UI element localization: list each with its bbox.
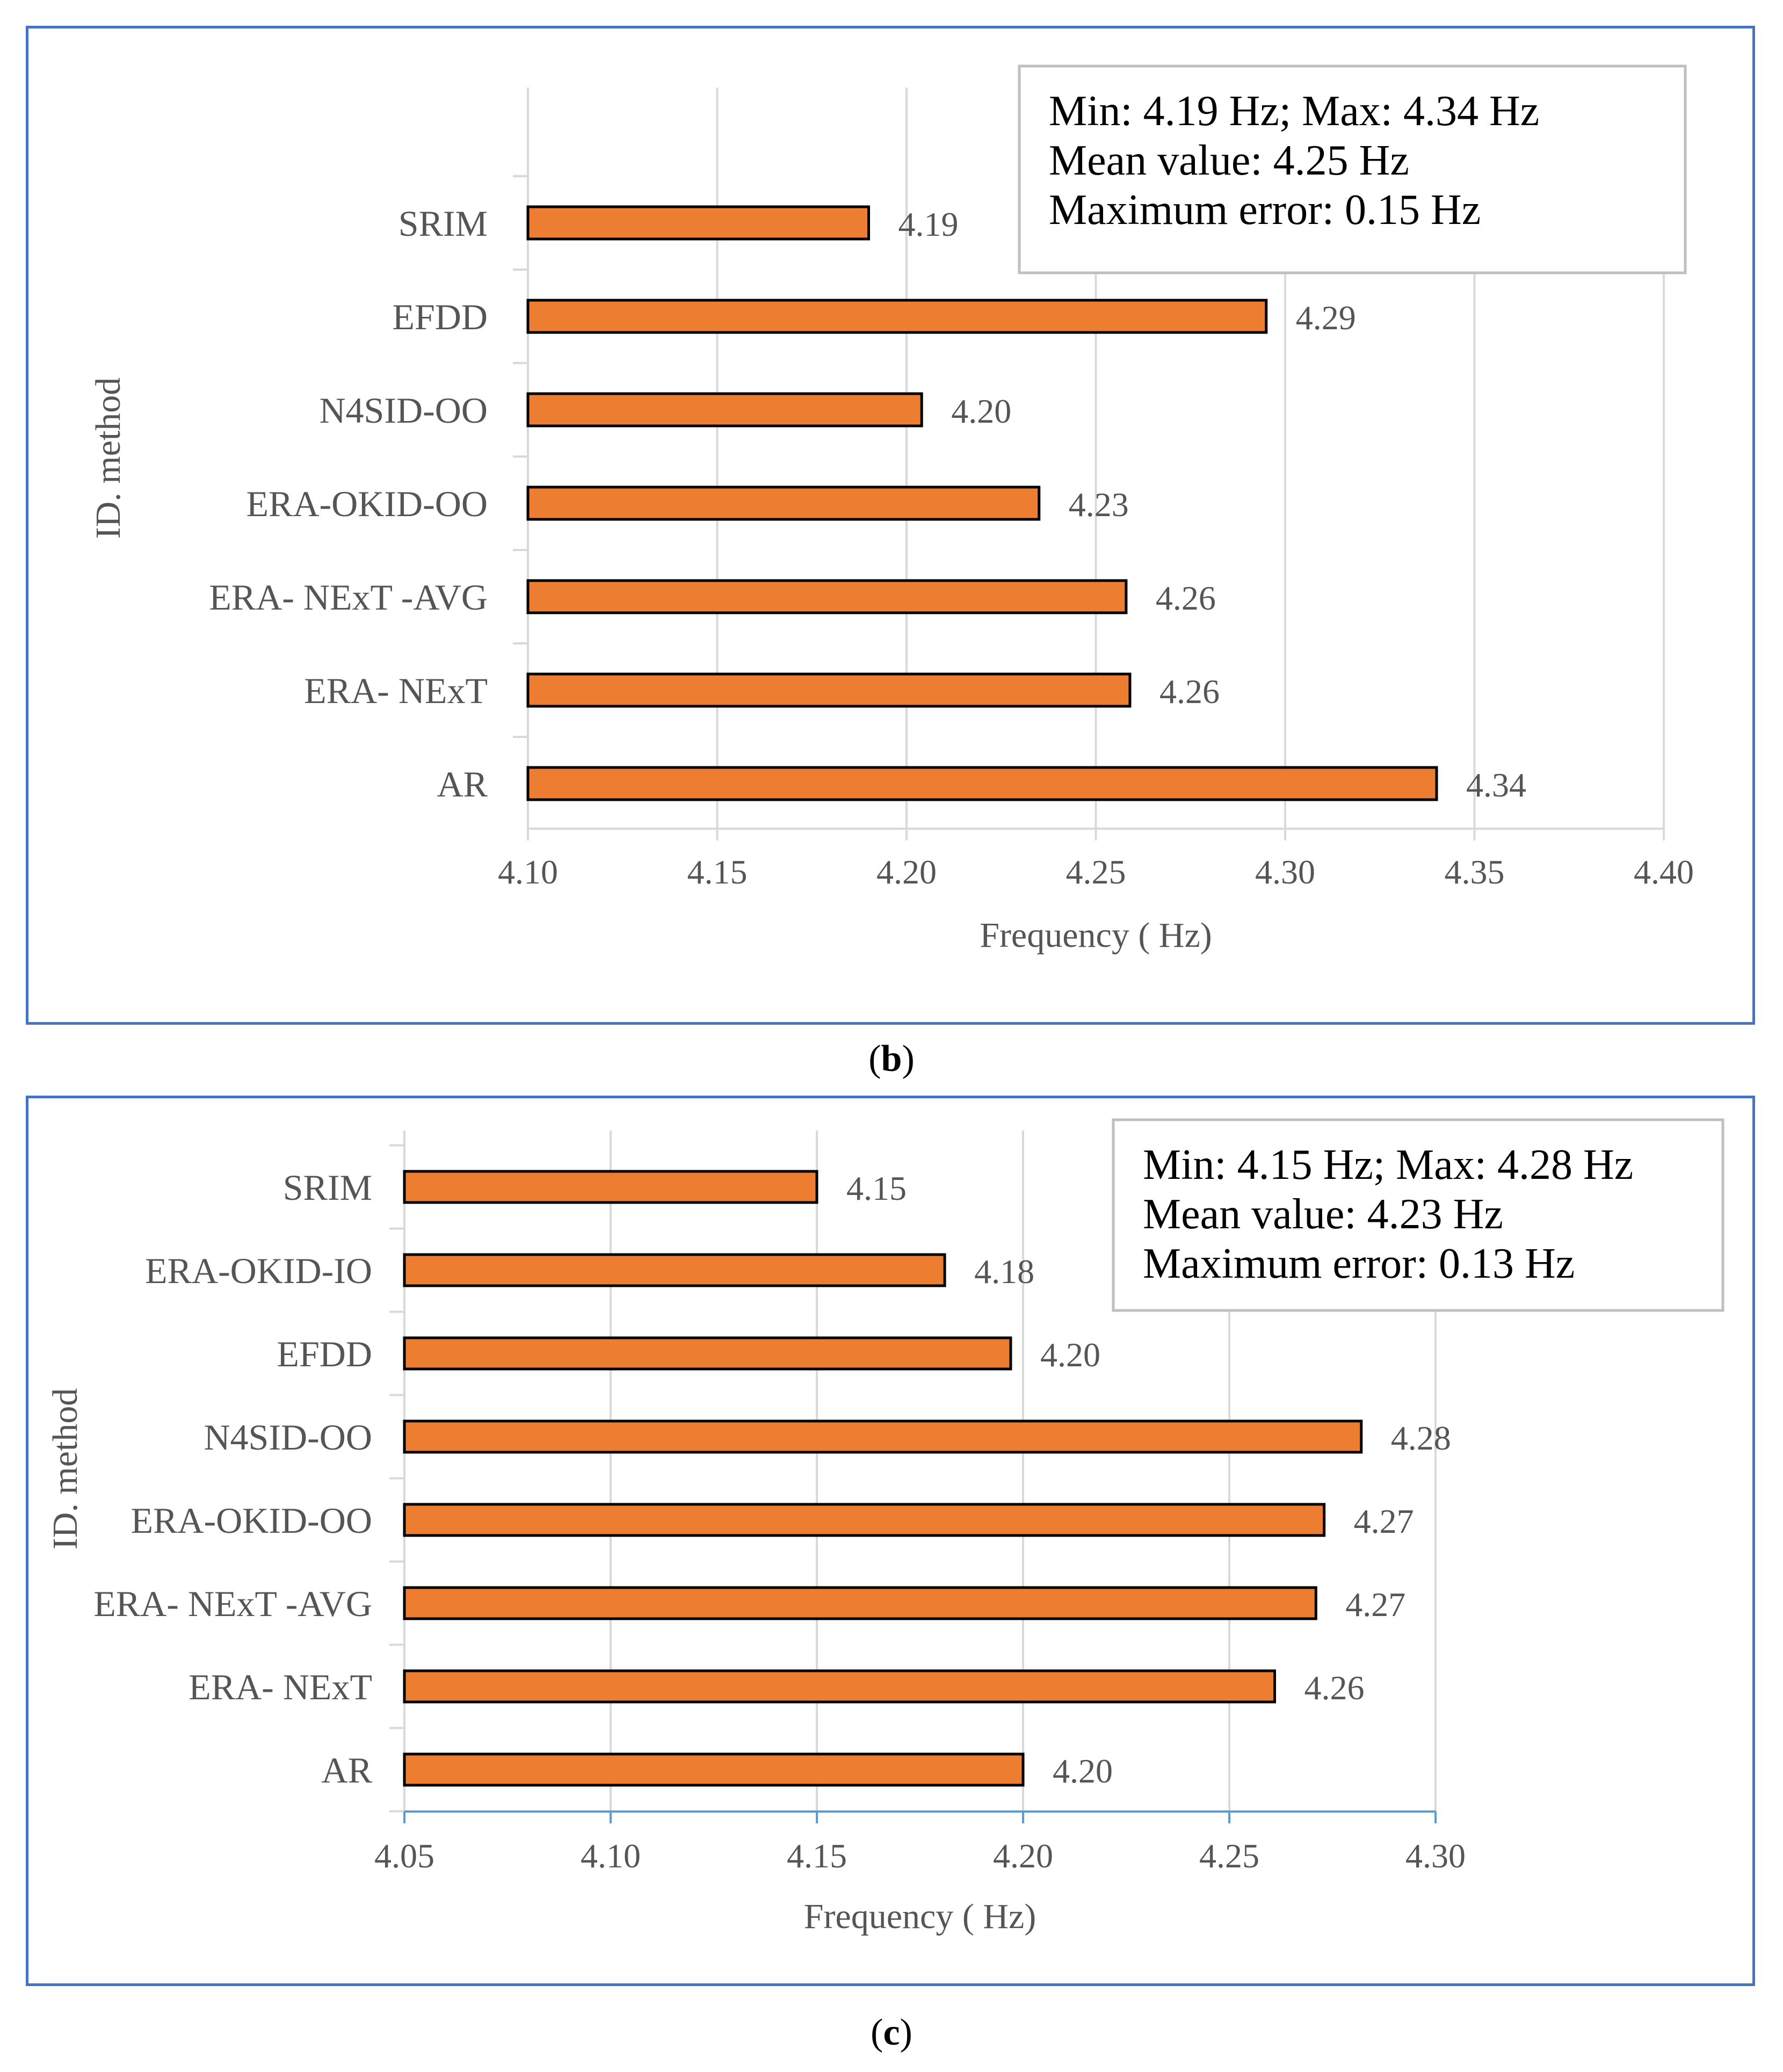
y-axis-title-b: ID. method xyxy=(89,378,128,539)
caption-c-letter: c xyxy=(883,2012,900,2053)
x-tick-label-b: 4.35 xyxy=(1445,853,1505,891)
bar-b xyxy=(526,486,1041,521)
category-label-c: SRIM xyxy=(283,1167,372,1208)
category-label-b: SRIM xyxy=(398,203,488,244)
value-label-c: 4.28 xyxy=(1391,1419,1451,1457)
x-tick-label-c: 4.25 xyxy=(1199,1837,1259,1875)
value-label-c: 4.20 xyxy=(1040,1336,1100,1374)
x-tick-label-b: 4.25 xyxy=(1066,853,1126,891)
bar-b xyxy=(526,579,1128,614)
value-label-c: 4.27 xyxy=(1345,1585,1405,1624)
info-box-line-c: Min: 4.15 Hz; Max: 4.28 Hz xyxy=(1143,1141,1633,1189)
bar-c xyxy=(403,1419,1363,1454)
x-tick-label-c: 4.20 xyxy=(993,1837,1053,1875)
value-label-b: 4.26 xyxy=(1159,672,1220,711)
value-label-b: 4.19 xyxy=(898,205,959,243)
caption-c: (c) xyxy=(871,2012,912,2053)
x-tick-label-b: 4.10 xyxy=(498,853,558,891)
value-label-c: 4.27 xyxy=(1354,1502,1414,1540)
category-label-c: EFDD xyxy=(277,1334,372,1374)
category-label-b: ERA- NExT xyxy=(304,670,488,711)
value-label-b: 4.26 xyxy=(1156,579,1216,617)
bar-c xyxy=(403,1669,1276,1704)
y-axis-title-c: ID. method xyxy=(46,1388,85,1550)
info-box-c xyxy=(1112,1118,1724,1312)
value-label-b: 4.34 xyxy=(1466,766,1526,804)
x-tick-label-c: 4.10 xyxy=(581,1837,641,1875)
x-tick-label-c: 4.05 xyxy=(374,1837,434,1875)
bar-c xyxy=(403,1752,1025,1787)
bar-b xyxy=(526,205,870,241)
value-label-b: 4.20 xyxy=(951,392,1011,430)
info-box-line-b: Maximum error: 0.15 Hz xyxy=(1049,186,1481,234)
value-label-c: 4.26 xyxy=(1304,1669,1364,1707)
category-label-c: ERA- NExT xyxy=(189,1667,372,1707)
category-label-b: ERA- NExT -AVG xyxy=(209,577,488,618)
x-axis-title-c: Frequency ( Hz) xyxy=(804,1897,1036,1936)
chart-b: 4.10 4.15 4.20 4.25 4.30 4.35 4.40 SRIM 4.19 EFDD… xyxy=(89,64,1694,955)
value-label-b: 4.29 xyxy=(1296,299,1356,337)
info-box-line-b: Min: 4.19 Hz; Max: 4.34 Hz xyxy=(1049,88,1539,135)
bar-b xyxy=(526,672,1132,708)
bar-c xyxy=(403,1253,946,1287)
x-tick-label-c: 4.30 xyxy=(1405,1837,1466,1875)
info-box-line-b: Mean value: 4.25 Hz xyxy=(1049,137,1409,184)
bar-c xyxy=(403,1503,1326,1537)
x-tick-label-b: 4.20 xyxy=(876,853,937,891)
bar-c xyxy=(403,1336,1012,1371)
category-label-b: AR xyxy=(437,764,488,805)
info-box-line-c: Maximum error: 0.13 Hz xyxy=(1143,1240,1575,1287)
bar-c xyxy=(403,1170,818,1204)
category-label-c: N4SID-OO xyxy=(204,1417,372,1458)
value-label-c: 4.20 xyxy=(1053,1752,1113,1790)
value-label-c: 4.18 xyxy=(974,1252,1034,1291)
value-label-b: 4.23 xyxy=(1069,486,1129,524)
x-tick-label-b: 4.15 xyxy=(687,853,748,891)
bar-b xyxy=(526,299,1268,334)
category-label-b: ERA-OKID-OO xyxy=(247,483,488,524)
x-tick-label-b: 4.30 xyxy=(1255,853,1315,891)
x-tick-label-c: 4.15 xyxy=(787,1837,847,1875)
chart-panel-c: 4.05 4.10 4.15 4.20 4.25 4.30 SRIM 4.15 ERA-OKID… xyxy=(26,1096,1755,1986)
caption-b: (b) xyxy=(868,1038,915,1080)
x-tick-label-b: 4.40 xyxy=(1634,853,1694,891)
category-label-b: N4SID-OO xyxy=(319,390,488,431)
chart-panel-b: 4.10 4.15 4.20 4.25 4.30 4.35 4.40 SRIM 4.19 EFDD… xyxy=(26,26,1755,1025)
category-label-c: ERA-OKID-OO xyxy=(131,1500,372,1541)
info-box-line-c: Mean value: 4.23 Hz xyxy=(1143,1191,1503,1238)
category-label-b: EFDD xyxy=(392,296,488,337)
x-axis-title-b: Frequency ( Hz) xyxy=(980,916,1212,955)
category-label-c: ERA-OKID-IO xyxy=(145,1250,372,1291)
caption-b-letter: b xyxy=(881,1038,902,1080)
value-label-c: 4.15 xyxy=(846,1169,907,1207)
category-label-c: ERA- NExT -AVG xyxy=(93,1583,372,1624)
bar-b xyxy=(526,392,923,428)
bar-b xyxy=(526,766,1438,801)
chart-c: 4.05 4.10 4.15 4.20 4.25 4.30 SRIM 4.15 ERA-OKID… xyxy=(46,1118,1724,1936)
bar-c xyxy=(403,1586,1317,1620)
info-box-b xyxy=(1018,64,1687,274)
category-label-c: AR xyxy=(322,1750,373,1791)
